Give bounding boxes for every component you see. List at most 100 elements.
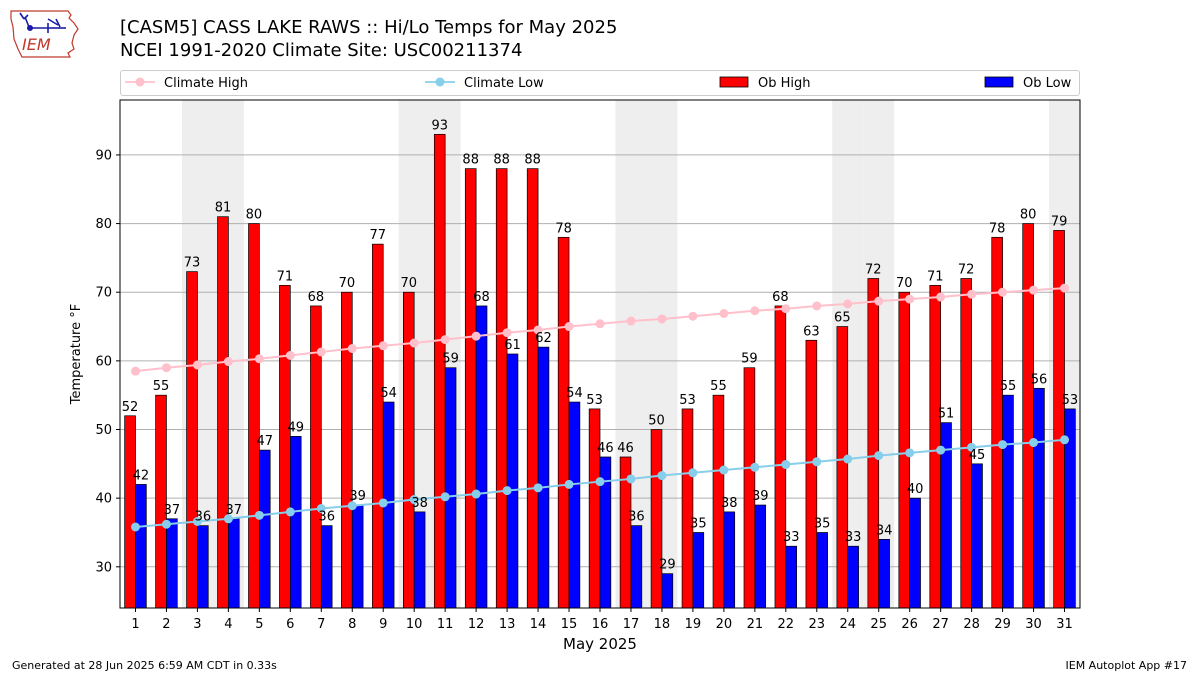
- point-climate-high: [688, 311, 698, 321]
- data-label-ob-high: 68: [772, 290, 789, 305]
- bars: [124, 133, 1076, 609]
- x-axis-label: May 2025: [563, 635, 637, 653]
- point-climate-high: [843, 299, 853, 309]
- bar-ob-low: [413, 511, 426, 609]
- legend-label-climate-high: Climate High: [164, 76, 248, 91]
- data-label-ob-low: 35: [690, 516, 707, 531]
- point-climate-high: [440, 335, 450, 345]
- data-label-ob-low: 56: [1031, 372, 1048, 387]
- legend-canvas: Climate High Climate Low Ob High Ob Low: [125, 76, 1072, 91]
- x-tick-label: 23: [809, 617, 826, 632]
- point-climate-high: [471, 331, 481, 341]
- data-label-ob-high: 71: [277, 269, 294, 284]
- point-climate-low: [378, 498, 388, 508]
- y-axis-label: Temperature °F: [69, 304, 84, 405]
- x-tick-label: 25: [870, 617, 887, 632]
- x-tick-label: 6: [286, 617, 294, 632]
- x-tick-label: 4: [224, 617, 232, 632]
- data-label-ob-low: 40: [907, 482, 924, 497]
- x-tick-label: 5: [255, 617, 263, 632]
- x-tick-label: 1: [131, 617, 139, 632]
- point-climate-high: [1060, 283, 1070, 293]
- logo-text: IEM: [22, 35, 51, 54]
- data-label-ob-low: 47: [257, 434, 274, 449]
- data-label-ob-low: 54: [566, 386, 583, 401]
- bar-ob-low: [351, 504, 364, 609]
- point-climate-low: [657, 471, 667, 481]
- data-label-ob-low: 35: [814, 516, 831, 531]
- point-climate-low: [936, 445, 946, 455]
- point-climate-high: [285, 350, 295, 360]
- y-tick-label: 40: [95, 492, 112, 507]
- bar-ob-high: [279, 285, 291, 609]
- data-label-ob-low: 37: [164, 503, 181, 518]
- bar-ob-high: [743, 367, 756, 609]
- data-label-ob-low: 49: [287, 420, 304, 435]
- data-label-ob-low: 46: [597, 441, 614, 456]
- data-label-ob-high: 55: [153, 379, 170, 394]
- x-tick-label: 7: [317, 617, 325, 632]
- data-label-ob-low: 36: [318, 510, 335, 525]
- point-climate-high: [750, 306, 760, 316]
- bar-ob-low: [847, 545, 859, 609]
- bar-ob-high: [836, 326, 849, 609]
- legend-entry-climate-high: Climate High: [125, 76, 248, 91]
- bar-ob-low: [197, 525, 209, 609]
- point-climate-low: [998, 440, 1008, 450]
- data-label-ob-high: 71: [927, 269, 944, 284]
- point-climate-low: [781, 460, 791, 470]
- data-label-ob-high: 53: [679, 393, 696, 408]
- bar-ob-high: [774, 305, 787, 609]
- data-label-ob-high: 88: [524, 153, 541, 168]
- point-climate-high: [564, 322, 574, 332]
- point-climate-high: [130, 366, 140, 376]
- point-climate-low: [130, 522, 140, 532]
- point-climate-high: [409, 338, 419, 348]
- point-climate-high: [967, 289, 977, 299]
- chart-legend: Climate High Climate Low Ob High Ob Low: [120, 70, 1080, 96]
- data-label-ob-low: 62: [535, 331, 552, 346]
- data-label-ob-low: 51: [938, 407, 955, 422]
- y-tick-label: 30: [95, 560, 112, 575]
- point-climate-low: [626, 474, 636, 484]
- point-climate-high: [192, 360, 202, 370]
- x-tick-label: 12: [468, 617, 485, 632]
- bar-ob-low: [1033, 387, 1045, 609]
- data-label-ob-high: 50: [648, 414, 665, 429]
- data-label-ob-high: 70: [339, 276, 356, 291]
- x-tick-label: 19: [685, 617, 702, 632]
- legend-label-climate-low: Climate Low: [464, 76, 544, 91]
- app-credit: IEM Autoplot App #17: [1065, 659, 1188, 672]
- x-tick-label: 29: [994, 617, 1011, 632]
- point-climate-low: [192, 517, 202, 527]
- bar-ob-high: [248, 223, 260, 609]
- point-climate-low: [502, 486, 512, 496]
- point-climate-low: [533, 483, 543, 493]
- data-label-ob-low: 29: [659, 558, 676, 573]
- x-tick-label: 26: [901, 617, 918, 632]
- x-tick-label: 18: [654, 617, 671, 632]
- bar-ob-low: [723, 511, 736, 609]
- point-climate-high: [781, 304, 791, 314]
- bar-ob-low: [444, 367, 457, 609]
- data-label-ob-high: 93: [431, 118, 448, 133]
- generated-timestamp: Generated at 28 Jun 2025 6:59 AM CDT in …: [12, 659, 277, 672]
- data-label-ob-low: 39: [349, 489, 366, 504]
- data-label-ob-high: 77: [370, 228, 387, 243]
- bar-ob-high: [124, 415, 136, 609]
- point-climate-low: [688, 468, 698, 478]
- x-tick-label: 10: [406, 617, 423, 632]
- data-label-ob-high: 59: [741, 352, 758, 367]
- point-climate-low: [409, 495, 419, 505]
- data-label-ob-high: 78: [989, 221, 1006, 236]
- point-climate-high: [998, 287, 1008, 297]
- y-tick-label: 60: [95, 354, 112, 369]
- data-label-ob-low: 36: [195, 510, 212, 525]
- data-label-ob-low: 59: [442, 352, 459, 367]
- weather-station-icon: [19, 12, 66, 33]
- point-climate-low: [223, 514, 233, 524]
- point-climate-high: [657, 314, 667, 324]
- bar-ob-low: [568, 401, 581, 609]
- point-climate-low: [285, 507, 295, 517]
- bar-ob-high: [557, 236, 570, 609]
